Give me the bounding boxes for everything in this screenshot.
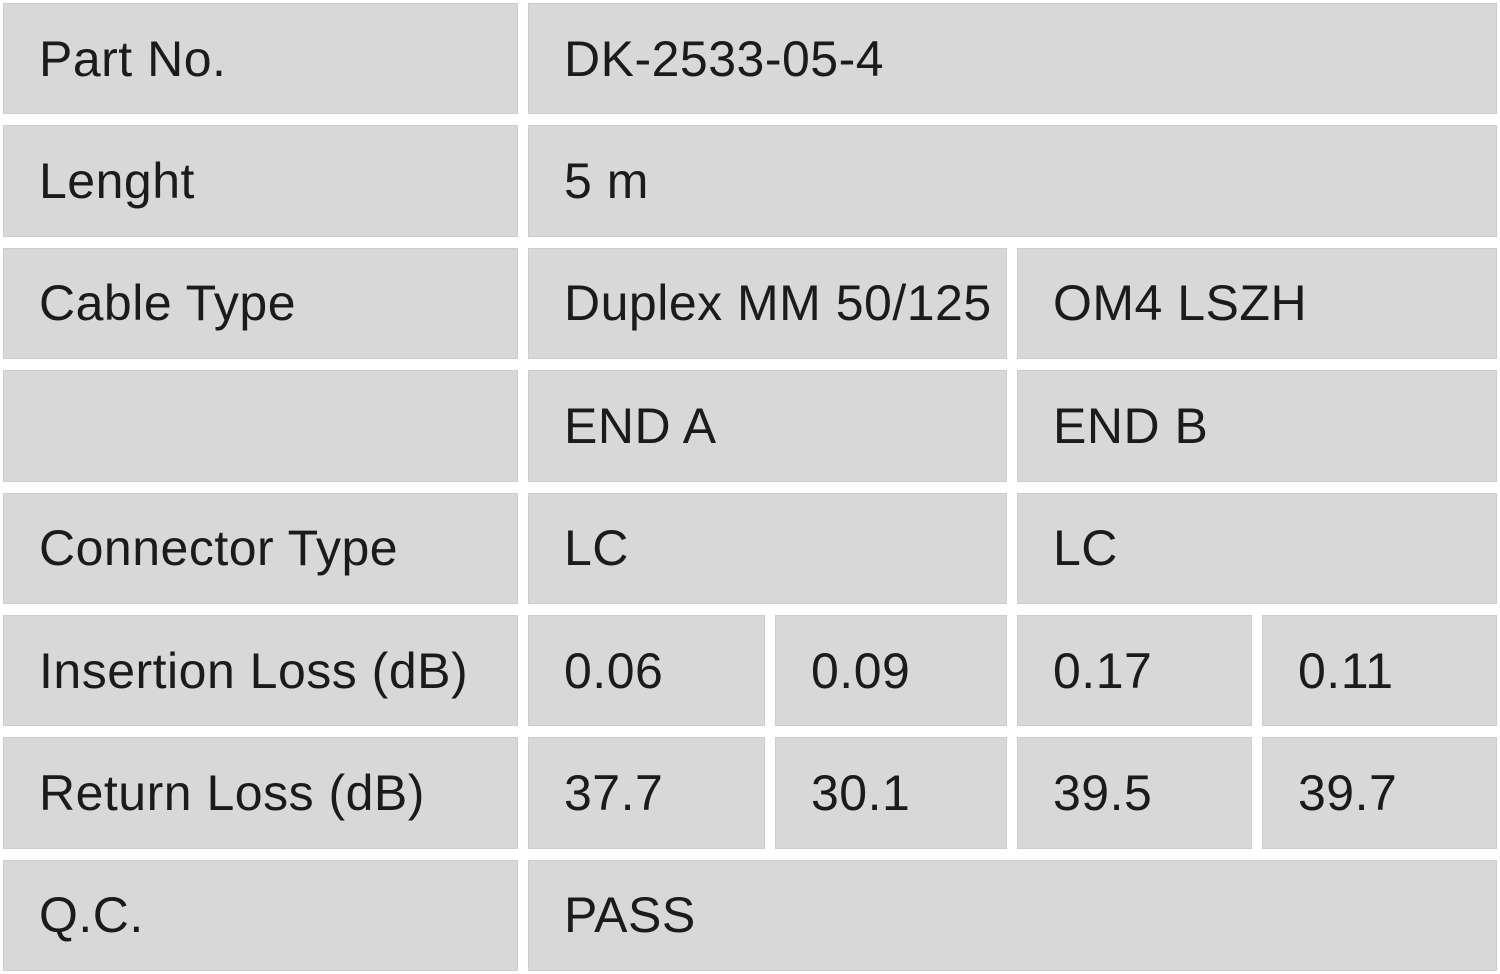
- insertion-loss-label-cell: Insertion Loss (dB): [3, 614, 518, 727]
- return-loss-label-cell: Return Loss (dB): [3, 737, 518, 849]
- cable-type-value-a-cell: Duplex MM 50/125: [528, 247, 1007, 360]
- return-loss-a1-cell: 37.7: [528, 737, 765, 849]
- return-loss-b1-cell: 39.5: [1017, 737, 1252, 849]
- insertion-loss-b2-cell: 0.11: [1262, 614, 1497, 727]
- part-no-label-cell: Part No.: [3, 3, 518, 115]
- end-b-header-cell: END B: [1017, 370, 1497, 482]
- cable-type-label-cell: Cable Type: [3, 247, 518, 360]
- ends-empty-label-cell: [3, 370, 518, 482]
- connector-type-end-b-cell: LC: [1017, 492, 1497, 604]
- insertion-loss-b1-cell: 0.17: [1017, 614, 1252, 727]
- return-loss-a2-cell: 30.1: [775, 737, 1007, 849]
- insertion-loss-a1-cell: 0.06: [528, 614, 765, 727]
- connector-type-end-a-cell: LC: [528, 492, 1007, 604]
- insertion-loss-a2-cell: 0.09: [775, 614, 1007, 727]
- part-no-value-cell: DK-2533-05-4: [528, 3, 1497, 115]
- qc-label-cell: Q.C.: [3, 859, 518, 971]
- return-loss-b2-cell: 39.7: [1262, 737, 1497, 849]
- connector-type-label-cell: Connector Type: [3, 492, 518, 604]
- length-label-cell: Lenght: [3, 125, 518, 237]
- length-value-cell: 5 m: [528, 125, 1497, 237]
- end-a-header-cell: END A: [528, 370, 1007, 482]
- qc-value-cell: PASS: [528, 859, 1497, 971]
- cable-type-value-b-cell: OM4 LSZH: [1017, 247, 1497, 360]
